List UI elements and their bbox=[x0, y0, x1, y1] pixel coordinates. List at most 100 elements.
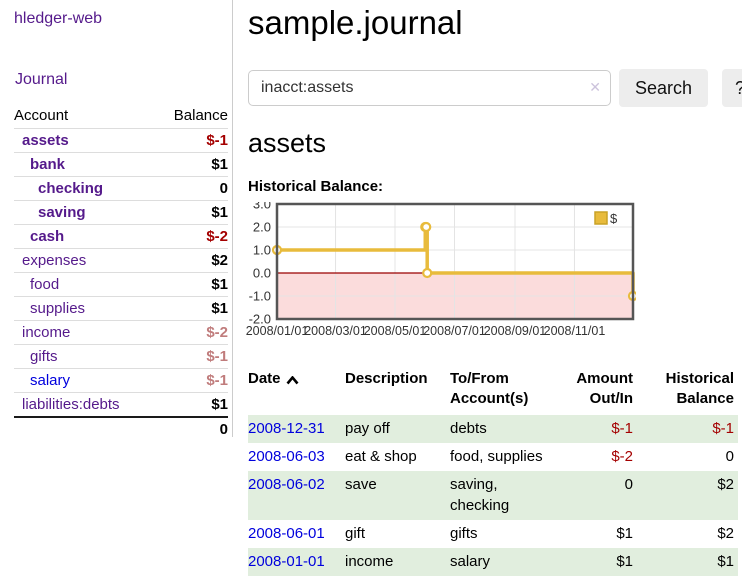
svg-text:2.0: 2.0 bbox=[253, 220, 271, 235]
account-balance: $2 bbox=[155, 248, 228, 273]
transaction-amount: $-1 bbox=[611, 420, 633, 437]
account-row: gifts $-1 bbox=[14, 344, 228, 369]
register-table-body: 2008-12-31 pay off debts $-1 $-1 2008-06-03 ea… bbox=[248, 415, 738, 576]
transaction-balance: $1 bbox=[717, 553, 734, 570]
accounts-header-account: Account bbox=[14, 107, 69, 124]
transaction-amount: 0 bbox=[624, 476, 633, 493]
clear-search-icon[interactable]: ✕ bbox=[589, 79, 601, 95]
account-link-assets[interactable]: assets bbox=[22, 132, 69, 149]
transaction-description: pay off bbox=[345, 420, 390, 437]
transaction-description: save bbox=[345, 476, 377, 493]
transaction-amount: $1 bbox=[616, 525, 633, 542]
sidebar-divider bbox=[232, 0, 233, 437]
sidebar: hledger-web Journal Account Balance asse… bbox=[0, 0, 232, 441]
search-input[interactable] bbox=[248, 70, 611, 106]
account-balance: $-1 bbox=[155, 368, 228, 393]
account-link-supplies[interactable]: supplies bbox=[30, 300, 86, 317]
account-link-food[interactable]: food bbox=[30, 276, 60, 293]
account-balance: $1 bbox=[155, 200, 228, 225]
register-row: 2008-12-31 pay off debts $-1 $-1 bbox=[248, 415, 738, 443]
register-row: 2008-06-01 gift gifts $1 $2 bbox=[248, 520, 738, 548]
register-row: 2008-06-03 eat & shop food, supplies $-2 0 bbox=[248, 443, 738, 471]
register-header-row: Date Description To/From Account(s) Amou… bbox=[248, 367, 738, 415]
page-title: sample.journal bbox=[248, 4, 463, 41]
transaction-description: gift bbox=[345, 525, 366, 542]
transaction-date-link[interactable]: 2008-06-02 bbox=[248, 476, 325, 493]
account-heading: assets bbox=[248, 128, 327, 158]
account-balance: $1 bbox=[155, 392, 228, 417]
transaction-accounts: debts bbox=[450, 420, 487, 437]
account-row: expenses $2 bbox=[14, 248, 228, 273]
account-row: supplies $1 bbox=[14, 296, 228, 321]
transaction-amount: $1 bbox=[616, 553, 633, 570]
accounts-total-value: 0 bbox=[155, 416, 228, 441]
account-balance: 0 bbox=[155, 176, 228, 201]
accounts-header-balance: Balance bbox=[173, 107, 228, 124]
account-balance: $1 bbox=[155, 272, 228, 297]
account-balance: $1 bbox=[155, 152, 228, 177]
account-balance: $-1 bbox=[155, 128, 228, 153]
account-row: income $-2 bbox=[14, 320, 228, 345]
accounts-total-label bbox=[14, 416, 156, 441]
account-link-expenses[interactable]: expenses bbox=[22, 252, 87, 269]
account-row: checking 0 bbox=[14, 176, 228, 201]
account-link-checking[interactable]: checking bbox=[38, 180, 104, 197]
svg-text:-1.0: -1.0 bbox=[249, 289, 271, 304]
transaction-description: income bbox=[345, 553, 394, 570]
account-balance: $-2 bbox=[155, 224, 228, 249]
account-link-cash[interactable]: cash bbox=[30, 228, 65, 245]
account-link-salary[interactable]: salary bbox=[30, 372, 71, 389]
transaction-balance: 0 bbox=[725, 448, 734, 465]
transaction-accounts: salary bbox=[450, 553, 491, 570]
register-header-accounts: To/From Account(s) bbox=[450, 370, 529, 407]
transaction-date-link[interactable]: 2008-06-01 bbox=[248, 525, 325, 542]
chevron-up-icon bbox=[286, 375, 299, 384]
transaction-amount: $-2 bbox=[611, 448, 633, 465]
transaction-balance: $-1 bbox=[712, 420, 734, 437]
transaction-accounts: gifts bbox=[450, 525, 478, 542]
register-row: 2008-01-01 income salary $1 $1 bbox=[248, 548, 738, 576]
account-row: food $1 bbox=[14, 272, 228, 297]
historical-balance-chart[interactable]: 3.0 2.0 1.0 0.0 -1.0 -2.0 2008/01/01 2008/03/01… bbox=[244, 197, 742, 347]
chart-section-label: Historical Balance: bbox=[248, 178, 384, 195]
account-link-income[interactable]: income bbox=[22, 324, 71, 341]
register-header-amount: Amount Out/In bbox=[576, 370, 633, 407]
svg-text:$: $ bbox=[610, 211, 618, 226]
svg-text:2008/09/01: 2008/09/01 bbox=[484, 324, 547, 338]
account-row: liabilities:debts $1 bbox=[14, 392, 228, 417]
svg-text:2008/05/01: 2008/05/01 bbox=[364, 324, 427, 338]
svg-text:-2.0: -2.0 bbox=[249, 312, 271, 327]
accounts-table: Account Balance assets $-1 bank $1 checking 0… bbox=[14, 104, 228, 441]
app-brand-link[interactable]: hledger-web bbox=[14, 10, 103, 27]
accounts-header-row: Account Balance bbox=[14, 104, 228, 129]
transaction-date-link[interactable]: 2008-12-31 bbox=[248, 420, 325, 437]
svg-text:3.0: 3.0 bbox=[253, 202, 271, 212]
account-link-liabilities-debts[interactable]: liabilities:debts bbox=[22, 396, 120, 413]
search-button[interactable]: Search bbox=[619, 69, 709, 107]
account-link-gifts[interactable]: gifts bbox=[30, 348, 58, 365]
register-header-balance: Historical Balance bbox=[665, 370, 734, 407]
transaction-date-link[interactable]: 2008-01-01 bbox=[248, 553, 325, 570]
account-row: saving $1 bbox=[14, 200, 228, 225]
transaction-accounts: saving, checking bbox=[450, 476, 510, 514]
transaction-description: eat & shop bbox=[345, 448, 417, 465]
transaction-date-link[interactable]: 2008-06-03 bbox=[248, 448, 325, 465]
transaction-accounts: food, supplies bbox=[450, 448, 543, 465]
help-button[interactable]: ? bbox=[722, 69, 742, 107]
account-row: salary $-1 bbox=[14, 368, 228, 393]
svg-text:2008/07/01: 2008/07/01 bbox=[423, 324, 486, 338]
account-link-bank[interactable]: bank bbox=[30, 156, 66, 173]
transaction-balance: $2 bbox=[717, 476, 734, 493]
account-balance: $1 bbox=[155, 296, 228, 321]
account-row: cash $-2 bbox=[14, 224, 228, 249]
accounts-total-row: 0 bbox=[14, 416, 228, 441]
sidebar-item-journal[interactable]: Journal bbox=[15, 71, 68, 88]
account-link-saving[interactable]: saving bbox=[38, 204, 86, 221]
svg-text:1.0: 1.0 bbox=[253, 243, 271, 258]
register-row: 2008-06-02 save saving, checking 0 $2 bbox=[248, 471, 738, 520]
register-header-date[interactable]: Date bbox=[248, 367, 345, 415]
register-table: Date Description To/From Account(s) Amou… bbox=[248, 367, 738, 576]
register-header-description: Description bbox=[345, 370, 428, 387]
account-row: bank $1 bbox=[14, 152, 228, 177]
